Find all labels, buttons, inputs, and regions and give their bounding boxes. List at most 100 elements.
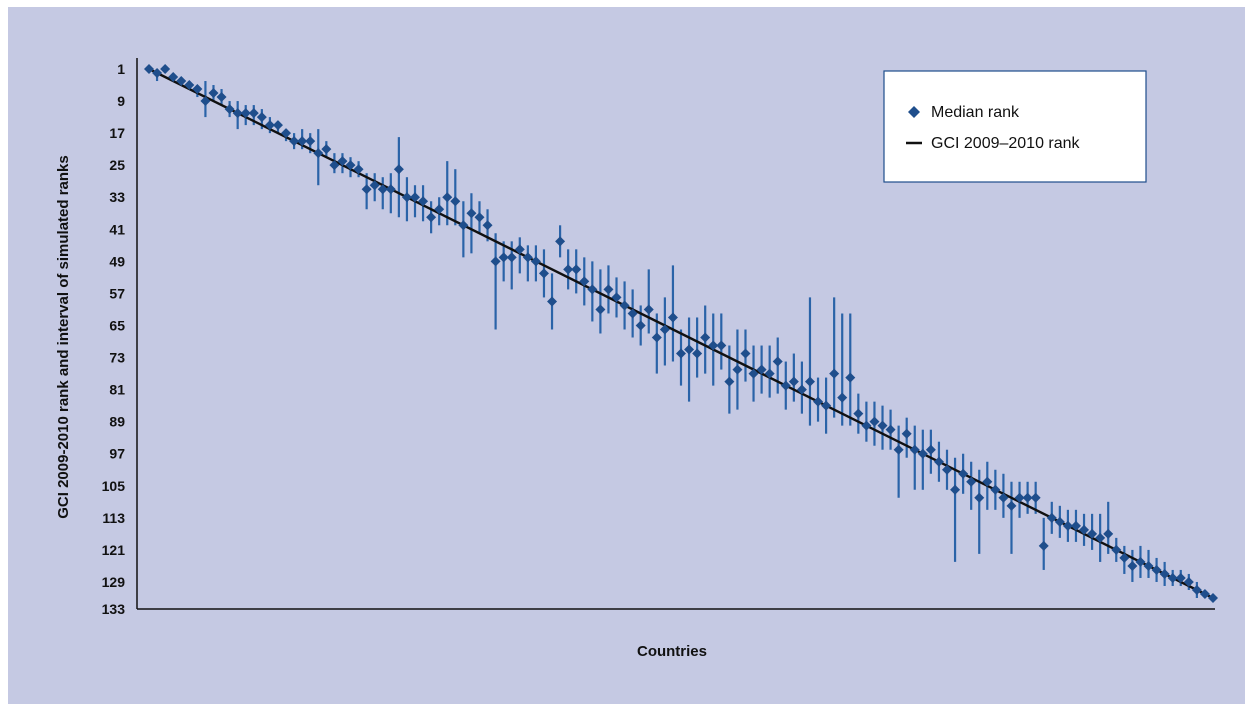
y-tick-label: 89 [109, 414, 125, 430]
median-rank-marker [748, 368, 759, 379]
median-rank-marker [1095, 532, 1106, 543]
median-rank-marker [692, 348, 703, 359]
legend: Median rank GCI 2009–2010 rank [883, 70, 1147, 183]
median-rank-marker [1183, 576, 1194, 587]
median-rank-marker [619, 300, 630, 311]
legend-diamond-symbol [908, 106, 920, 118]
median-rank-marker [925, 444, 936, 455]
median-rank-marker [1062, 520, 1073, 531]
median-rank-marker [877, 420, 888, 431]
median-rank-marker [974, 492, 985, 503]
median-rank-marker [684, 344, 695, 355]
median-rank-marker [966, 476, 977, 487]
median-rank-marker [401, 192, 412, 203]
median-rank-marker [821, 400, 832, 411]
median-rank-marker [385, 184, 396, 195]
median-rank-marker [538, 268, 549, 279]
median-rank-marker [1079, 524, 1090, 535]
median-rank-marker [982, 476, 993, 487]
median-rank-marker [732, 364, 743, 375]
median-rank-marker [998, 492, 1009, 503]
median-rank-marker [434, 204, 445, 215]
median-rank-marker [506, 252, 517, 263]
median-rank-marker [514, 244, 525, 255]
median-rank-marker [281, 128, 292, 139]
gci-rank-line-group [148, 67, 1214, 600]
median-rank-marker [522, 252, 533, 263]
median-rank-marker [901, 428, 912, 439]
y-tick-label: 105 [102, 478, 126, 494]
median-rank-marker [667, 312, 678, 323]
median-rank-marker [313, 148, 324, 159]
median-rank-marker [168, 72, 179, 83]
y-tick-labels: 1 9 17 25 33 41 49 57 65 73 81 89 97 105 113 121 129 133 [102, 61, 126, 617]
median-rank-marker [555, 236, 566, 247]
y-tick-label: 41 [109, 221, 125, 237]
median-rank-marker [595, 304, 606, 315]
median-rank-marker [829, 368, 840, 379]
median-rank-marker [1087, 528, 1098, 539]
median-rank-marker [353, 164, 364, 175]
median-rank-marker [1111, 544, 1122, 555]
median-rank-marker [337, 156, 348, 167]
y-tick-label: 65 [109, 317, 125, 333]
median-rank-marker [144, 64, 154, 74]
median-rank-marker [1119, 552, 1130, 563]
median-rank-marker [442, 192, 453, 203]
y-tick-label: 97 [109, 446, 125, 462]
median-rank-marker [571, 264, 582, 275]
median-rank-marker [837, 392, 848, 403]
median-rank-marker [611, 292, 622, 303]
median-rank-marker [643, 304, 654, 315]
median-rank-marker [788, 376, 799, 387]
median-rank-marker [208, 88, 219, 99]
median-rank-marker [530, 256, 541, 267]
y-tick-label: 133 [102, 601, 126, 617]
median-rank-marker [289, 136, 300, 147]
median-rank-marker [377, 184, 388, 195]
median-rank-marker [780, 380, 791, 391]
median-rank-marker [869, 416, 880, 427]
median-rank-marker [1208, 593, 1218, 603]
median-rank-marker [1143, 560, 1154, 571]
median-rank-marker [192, 84, 203, 95]
legend-box [883, 70, 1147, 183]
median-rank-marker [909, 444, 920, 455]
y-tick-label: 81 [109, 382, 125, 398]
median-rank-marker [1199, 588, 1210, 599]
median-rank-marker [804, 376, 815, 387]
median-rank-marker [563, 264, 574, 275]
median-rank-marker [1127, 560, 1138, 571]
y-tick-label: 129 [102, 574, 126, 590]
median-rank-marker [635, 320, 646, 331]
median-rank-marker [942, 464, 952, 475]
gci-rank-line [148, 67, 1214, 600]
median-rank-marker [587, 284, 598, 295]
legend-label-gci-rank: GCI 2009–2010 rank [931, 135, 1081, 152]
median-rank-marker [458, 220, 469, 231]
median-rank-marker [716, 340, 727, 351]
median-rank-marker [256, 112, 267, 123]
median-rank-marker [272, 120, 283, 131]
median-rank-marker [1167, 572, 1178, 583]
median-rank-marker [474, 212, 485, 223]
median-rank-marker [756, 364, 767, 375]
median-rank-marker [297, 136, 308, 147]
median-rank-marker [1006, 500, 1017, 511]
median-rank-marker [1014, 492, 1025, 503]
median-rank-marker [1038, 540, 1049, 551]
median-rank-marker [651, 332, 662, 343]
median-rank-marker [329, 160, 340, 171]
median-rank-marker [152, 68, 163, 79]
median-rank-marker [885, 424, 896, 435]
y-tick-label: 9 [117, 93, 125, 109]
median-rank-marker [1022, 492, 1033, 503]
median-rank-marker [796, 384, 807, 395]
median-rank-marker [498, 252, 509, 263]
median-rank-marker [740, 348, 751, 359]
median-rank-marker [958, 468, 969, 479]
median-rank-marker [579, 276, 590, 287]
median-rank-marker [1191, 584, 1202, 595]
median-rank-marker [1046, 512, 1057, 523]
